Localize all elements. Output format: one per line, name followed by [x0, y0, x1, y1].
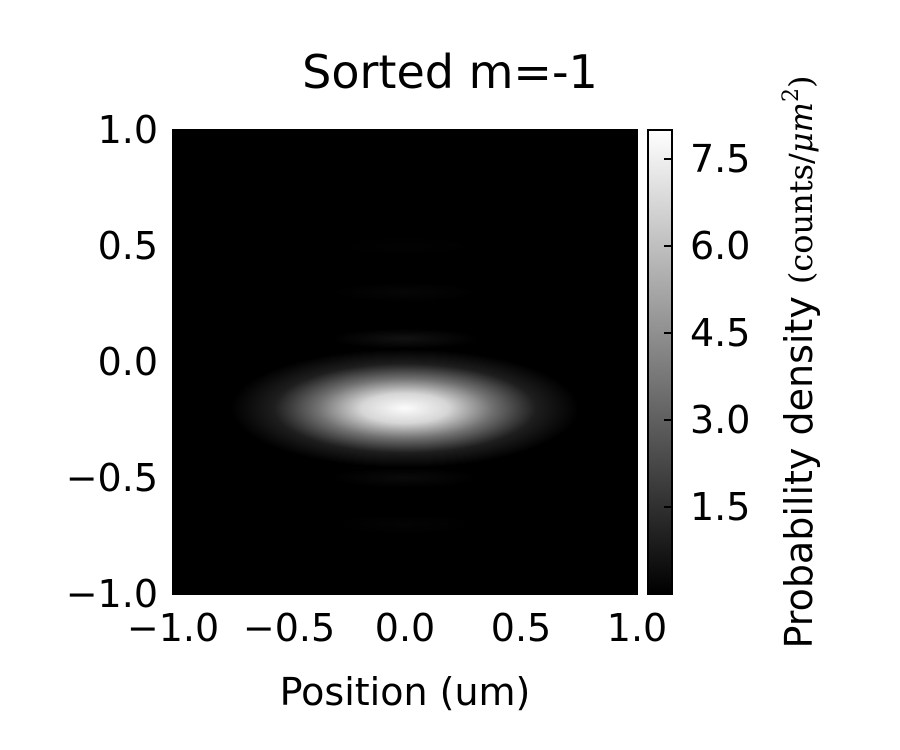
heatmap-peak: [231, 349, 579, 468]
colorbar-label-unit-prefix: (counts/: [782, 153, 820, 284]
x-axis-label: Position (um): [280, 670, 531, 714]
chart-title: Sorted m=-1: [302, 45, 598, 99]
colorbar-tick-label: 4.5: [690, 311, 750, 355]
x-tick-label: 0.5: [491, 606, 551, 650]
y-tick-label: 0.0: [98, 340, 158, 384]
colorbar-ticks: 7.5 6.0 4.5 3.0 1.5: [664, 137, 750, 529]
heatmap-fringe-0: [330, 328, 480, 350]
y-tick-label: −0.5: [66, 456, 158, 500]
colorbar-tick-label: 6.0: [690, 224, 750, 268]
x-tick-label: 0.0: [375, 606, 435, 650]
colorbar-label-unit-suffix: ): [782, 76, 820, 88]
colorbar-tick-label: 7.5: [690, 137, 750, 181]
heatmap-fringe-4: [331, 514, 479, 534]
colorbar-tick-label: 1.5: [690, 485, 750, 529]
x-tick-label: −1.0: [127, 606, 219, 650]
colorbar-tick-label: 3.0: [690, 398, 750, 442]
heatmap-fringe-1: [331, 282, 479, 302]
x-tick-label: −0.5: [243, 606, 335, 650]
y-tick-label: 0.5: [98, 224, 158, 268]
colorbar-label-unit-exp: 2: [779, 88, 804, 102]
x-axis-ticks: −1.0 −0.5 0.0 0.5 1.0: [127, 130, 667, 650]
colorbar-label-unit-mu: μm: [782, 102, 820, 153]
y-tick-label: 1.0: [98, 108, 158, 152]
heatmap-layer: [231, 236, 579, 534]
colorbar-label: Probability density (counts/μm2): [777, 76, 821, 649]
colorbar-label-text: Probability density: [777, 284, 821, 648]
colorbar: [647, 129, 673, 595]
x-tick-label: 1.0: [607, 606, 667, 650]
heatmap-fringe-2: [331, 236, 479, 256]
y-tick-label: −1.0: [66, 572, 158, 616]
y-axis-ticks: 1.0 0.5 0.0 −0.5 −1.0: [66, 108, 637, 616]
heatmap-fringe-3: [330, 467, 480, 489]
